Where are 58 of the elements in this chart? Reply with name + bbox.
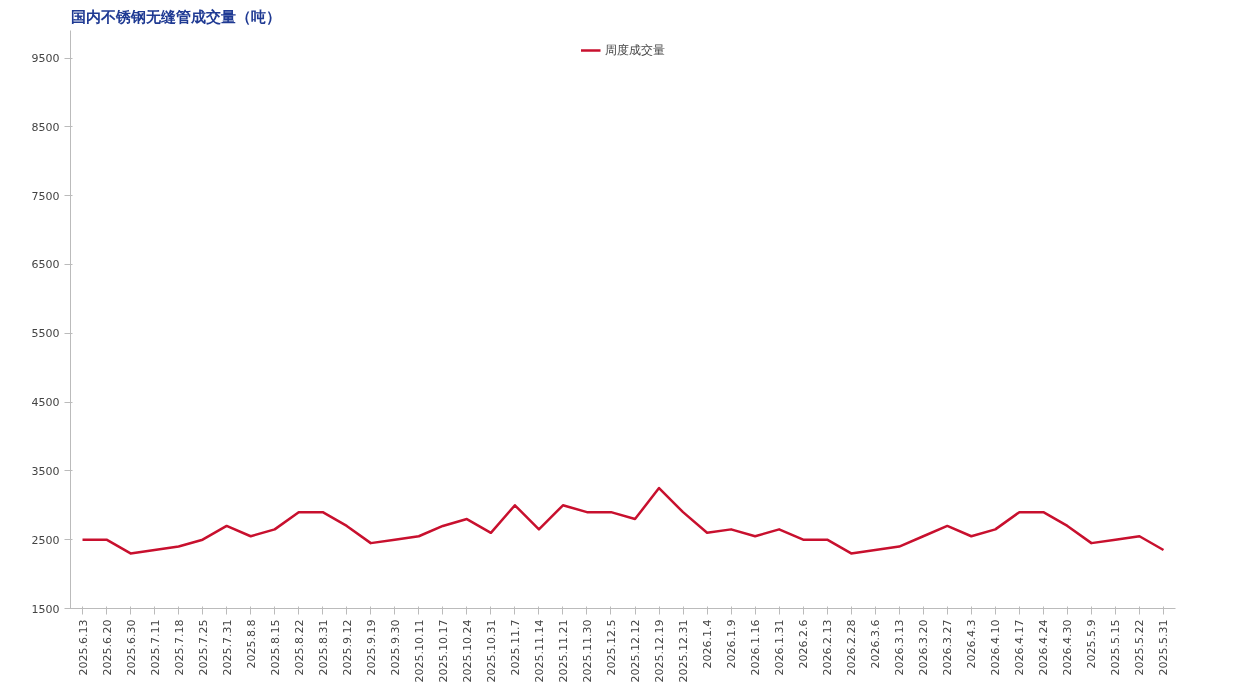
y-tick-label: 8500 bbox=[31, 120, 60, 134]
x-tick-label: 2025.7.25 bbox=[196, 619, 210, 676]
x-tick-label: 2025.12.31 bbox=[677, 619, 691, 683]
x-tick-label: 2026.3.6 bbox=[869, 619, 883, 669]
x-tick-label: 2025.6.20 bbox=[100, 619, 114, 676]
x-tick-label: 2025.8.22 bbox=[292, 619, 306, 676]
x-tick-label: 2026.1.31 bbox=[773, 619, 787, 676]
x-tick-label: 2025.9.19 bbox=[364, 619, 378, 676]
x-tick-label: 2025.10.11 bbox=[412, 619, 426, 683]
x-tick-label: 2025.9.30 bbox=[388, 619, 402, 676]
x-tick-label: 2025.7.31 bbox=[220, 619, 234, 676]
x-tick-label: 2026.4.10 bbox=[989, 619, 1003, 676]
x-tick-label: 2025.8.15 bbox=[268, 619, 282, 676]
x-tick-label: 2026.4.17 bbox=[1013, 619, 1027, 676]
x-tick-label: 2025.7.18 bbox=[172, 619, 186, 676]
x-tick-label: 2026.2.13 bbox=[821, 619, 835, 676]
y-tick-label: 3500 bbox=[31, 464, 60, 478]
x-tick-label: 2025.6.30 bbox=[124, 619, 138, 676]
x-tick-label: 2026.4.24 bbox=[1037, 619, 1051, 676]
x-tick-label: 2025.10.17 bbox=[436, 619, 450, 683]
x-tick-label: 2025.12.5 bbox=[604, 619, 618, 676]
x-tick-label: 2025.10.31 bbox=[484, 619, 498, 683]
x-tick-label: 2026.1.4 bbox=[701, 619, 715, 669]
x-tick-label: 2026.3.20 bbox=[917, 619, 931, 676]
x-tick-label: 2025.5.9 bbox=[1085, 619, 1099, 669]
y-tick-label: 2500 bbox=[31, 533, 60, 547]
line-series bbox=[81, 486, 1165, 555]
x-tick-label: 2025.12.19 bbox=[653, 619, 667, 683]
x-tick-label: 2026.2.6 bbox=[797, 619, 811, 669]
y-tick-label: 5500 bbox=[31, 327, 60, 341]
legend-label: 周度成交量 bbox=[605, 41, 665, 59]
y-tick-label: 1500 bbox=[31, 602, 60, 616]
x-tick-label: 2025.5.15 bbox=[1109, 619, 1123, 676]
x-tick-label: 2026.1.9 bbox=[725, 619, 739, 669]
x-tick-label: 2025.11.30 bbox=[580, 619, 594, 683]
x-tick-label: 2026.4.3 bbox=[965, 619, 979, 669]
chart-title: 国内不锈钢无缝管成交量（吨） bbox=[70, 7, 281, 26]
x-tick-label: 2026.1.16 bbox=[749, 619, 763, 676]
x-tick-label: 2025.8.31 bbox=[316, 619, 330, 676]
x-tick-label: 2025.7.11 bbox=[148, 619, 162, 676]
x-tick-label: 2026.4.30 bbox=[1061, 619, 1075, 676]
x-tick-label: 2025.6.13 bbox=[76, 619, 90, 676]
y-tick-label: 4500 bbox=[31, 396, 60, 410]
x-tick-label: 2025.8.8 bbox=[244, 619, 258, 669]
x-tick-label: 2026.3.27 bbox=[941, 619, 955, 676]
y-tick-label: 7500 bbox=[31, 189, 60, 203]
x-tick-label: 2025.5.31 bbox=[1157, 619, 1171, 676]
x-tick-label: 2025.5.22 bbox=[1133, 619, 1147, 676]
x-tick-label: 2025.11.7 bbox=[508, 619, 522, 676]
x-tick-label: 2025.11.21 bbox=[556, 619, 570, 683]
x-tick-label: 2025.10.24 bbox=[460, 619, 474, 683]
x-tick-label: 2026.2.28 bbox=[845, 619, 859, 676]
y-tick-label: 6500 bbox=[31, 258, 60, 272]
x-tick-label: 2025.9.12 bbox=[340, 619, 354, 676]
x-tick-label: 2025.11.14 bbox=[532, 619, 546, 683]
x-tick-label: 2025.12.12 bbox=[629, 619, 643, 683]
y-tick-label: 9500 bbox=[31, 52, 60, 66]
x-tick-label: 2026.3.13 bbox=[893, 619, 907, 676]
